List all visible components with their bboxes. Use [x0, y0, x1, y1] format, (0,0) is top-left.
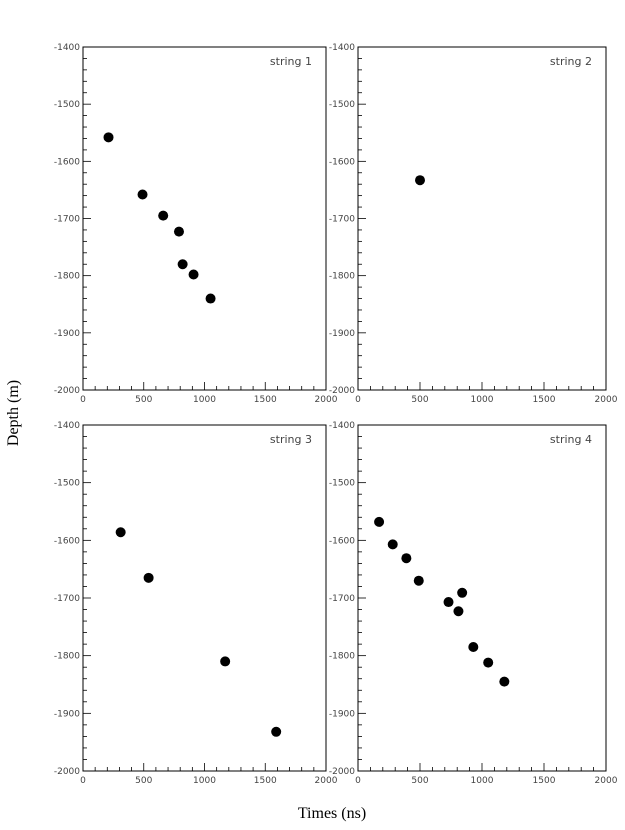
data-point — [457, 587, 468, 598]
data-point — [143, 572, 154, 583]
x-tick-label: 1000 — [193, 395, 216, 405]
data-point — [173, 226, 184, 237]
y-tick-label: -1500 — [329, 479, 355, 489]
y-tick-label: -2000 — [329, 386, 355, 396]
y-tick-label: -1400 — [329, 421, 355, 431]
x-tick-label: 2000 — [315, 395, 338, 405]
data-point — [220, 656, 231, 667]
plot-frame — [82, 46, 327, 391]
plot-frame — [357, 46, 607, 391]
y-tick-label: -1800 — [54, 272, 80, 282]
y-tick-label: -1600 — [329, 157, 355, 167]
x-tick-label: 1500 — [533, 395, 556, 405]
y-tick-label: -1900 — [54, 329, 80, 339]
y-tick-label: -1800 — [329, 272, 355, 282]
y-tick-label: -1400 — [329, 43, 355, 53]
data-point — [387, 539, 398, 550]
data-point — [177, 259, 188, 270]
plot-frame — [357, 424, 607, 772]
data-point — [137, 189, 148, 200]
y-tick-label: -2000 — [329, 767, 355, 777]
y-tick-label: -1400 — [54, 43, 80, 53]
x-tick-label: 1000 — [193, 776, 216, 786]
x-tick-label: 0 — [355, 776, 361, 786]
data-point — [443, 597, 454, 608]
data-point — [158, 210, 169, 221]
y-axis-title: Depth (m) — [5, 380, 22, 446]
panel-title: string 4 — [550, 433, 592, 446]
x-axis-title: Times (ns) — [298, 805, 366, 822]
panel-title: string 3 — [270, 433, 312, 446]
x-tick-label: 1500 — [254, 395, 277, 405]
data-point — [499, 676, 510, 687]
y-tick-label: -1600 — [54, 157, 80, 167]
x-tick-label: 500 — [135, 776, 152, 786]
x-tick-label: 2000 — [315, 776, 338, 786]
panel-title: string 2 — [550, 55, 592, 68]
data-point — [453, 606, 464, 617]
y-tick-label: -1700 — [329, 594, 355, 604]
y-tick-label: -1500 — [54, 479, 80, 489]
x-tick-label: 500 — [411, 395, 428, 405]
y-tick-label: -2000 — [54, 767, 80, 777]
plot-frame — [82, 424, 327, 772]
x-tick-label: 500 — [411, 776, 428, 786]
data-point — [483, 657, 494, 668]
y-tick-label: -1500 — [54, 100, 80, 110]
y-tick-label: -1700 — [54, 594, 80, 604]
panel-title: string 1 — [270, 55, 312, 68]
y-tick-label: -1900 — [329, 709, 355, 719]
x-tick-label: 1000 — [471, 395, 494, 405]
y-tick-label: -1700 — [329, 215, 355, 225]
data-point — [188, 269, 199, 280]
x-tick-label: 0 — [355, 395, 361, 405]
x-tick-label: 1000 — [471, 776, 494, 786]
y-tick-label: -1900 — [329, 329, 355, 339]
x-tick-label: 1500 — [254, 776, 277, 786]
y-tick-label: -1800 — [329, 652, 355, 662]
data-point — [115, 527, 126, 538]
y-tick-label: -1900 — [54, 709, 80, 719]
data-point — [413, 575, 424, 586]
x-tick-label: 2000 — [595, 776, 618, 786]
x-tick-label: 0 — [80, 395, 86, 405]
y-tick-label: -1500 — [329, 100, 355, 110]
x-tick-label: 0 — [80, 776, 86, 786]
data-point — [374, 516, 385, 527]
y-tick-label: -1800 — [54, 652, 80, 662]
data-point — [205, 293, 216, 304]
x-tick-label: 2000 — [595, 395, 618, 405]
y-tick-label: -1600 — [54, 536, 80, 546]
data-point — [415, 175, 425, 186]
y-tick-label: -1700 — [54, 215, 80, 225]
y-tick-label: -1600 — [329, 536, 355, 546]
y-tick-label: -1400 — [54, 421, 80, 431]
data-point — [271, 726, 282, 737]
data-point — [468, 642, 479, 653]
y-tick-label: -2000 — [54, 386, 80, 396]
x-tick-label: 500 — [135, 395, 152, 405]
data-point — [401, 553, 412, 564]
x-tick-label: 1500 — [533, 776, 556, 786]
data-point — [103, 132, 114, 143]
